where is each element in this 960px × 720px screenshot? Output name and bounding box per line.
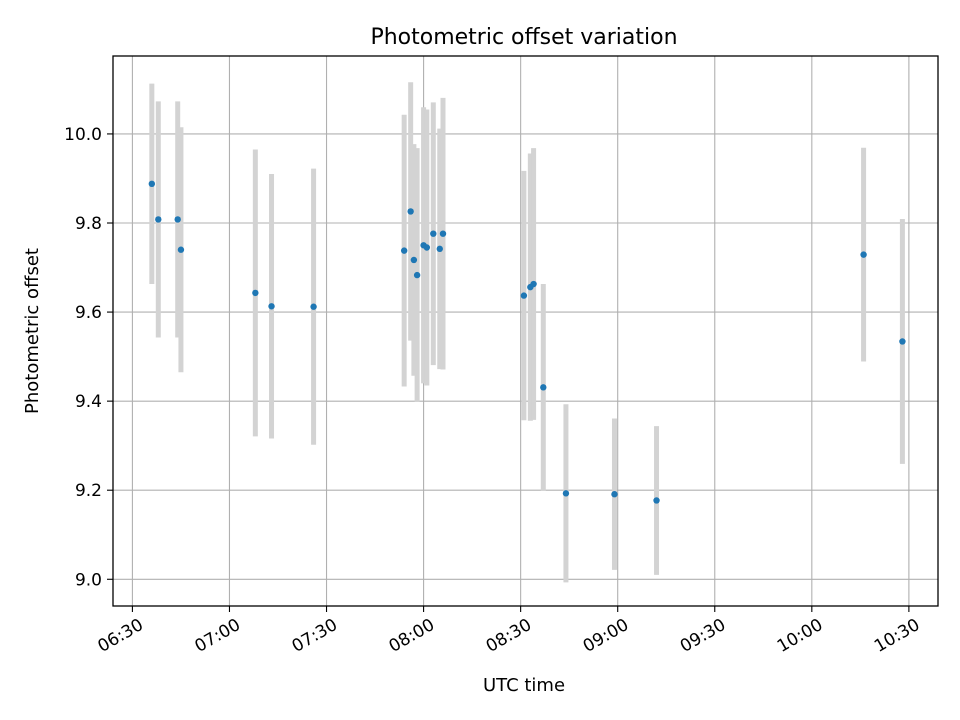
data-point [177, 246, 185, 253]
data-point [899, 338, 906, 345]
plot-frame [112, 55, 939, 607]
data-point [540, 384, 547, 391]
y-tick-label: 10.0 [64, 125, 102, 145]
data-point [400, 247, 408, 254]
data-point [611, 491, 618, 498]
data-point [155, 216, 162, 223]
x-axis-label: UTC time [483, 675, 565, 696]
data-point [562, 490, 570, 497]
y-tick-label: 9.8 [75, 214, 102, 234]
y-tick-label: 9.4 [75, 392, 102, 412]
data-point [410, 256, 418, 264]
data-point [148, 180, 156, 188]
data-point [174, 216, 181, 223]
data-point [407, 208, 414, 215]
chart-title: Photometric offset variation [370, 25, 677, 50]
data-point [439, 230, 447, 237]
data-point [860, 251, 867, 258]
y-tick-label: 9.6 [75, 303, 102, 323]
data-point [310, 303, 317, 310]
data-point [430, 230, 437, 237]
data-point [530, 280, 537, 288]
y-tick-label: 9.0 [75, 570, 102, 590]
data-point [423, 244, 431, 251]
y-axis-label: Photometric offset [22, 248, 43, 414]
data-point [436, 245, 443, 253]
data-points [148, 180, 906, 504]
data-point [268, 303, 275, 310]
y-tick-label: 9.2 [75, 481, 102, 501]
data-point [520, 292, 528, 299]
data-point [653, 497, 660, 504]
data-point [252, 289, 259, 297]
data-point [413, 271, 421, 279]
